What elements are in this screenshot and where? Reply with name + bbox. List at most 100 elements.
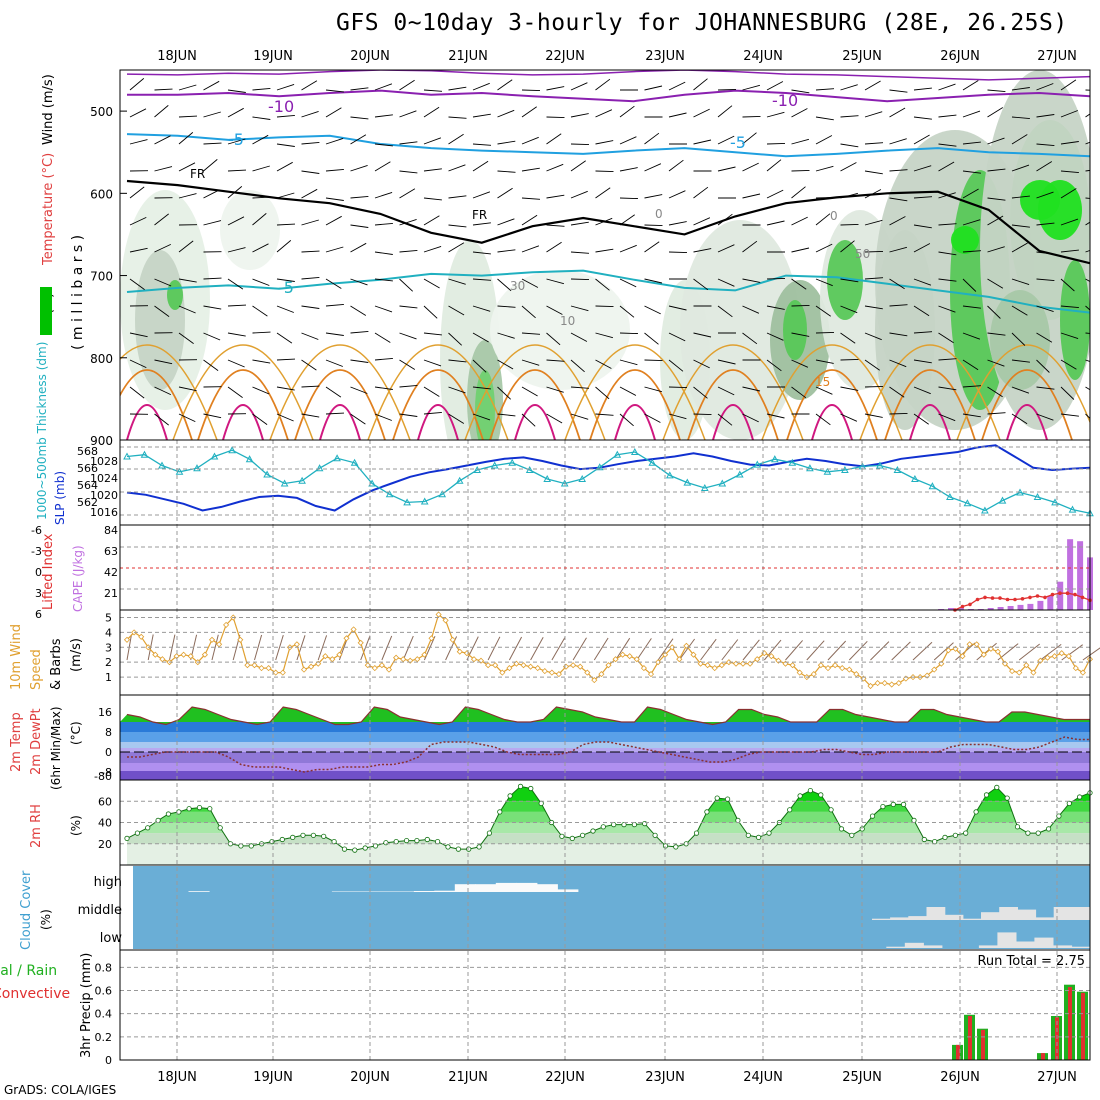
thickness-marker (298, 476, 306, 484)
wind-barb (301, 413, 320, 418)
wind-barb (1011, 413, 1028, 425)
wind-barb (399, 141, 418, 145)
ylabel-wind10: 10m Wind (9, 624, 24, 690)
wind10-marker (1023, 662, 1030, 669)
cloud-high-bar (475, 884, 497, 892)
contour-label: -10 (772, 91, 798, 110)
wind-barb (938, 83, 956, 91)
wind-barb (619, 332, 639, 335)
wind10-barb (933, 642, 954, 661)
contour-label: -10 (268, 97, 294, 116)
wind-barb (815, 359, 834, 364)
wind-barb (595, 248, 614, 253)
cloud-low-bar (886, 946, 906, 948)
wind-barb (252, 116, 271, 120)
wind-barb (178, 84, 197, 91)
cloud-low-bar (1015, 941, 1035, 948)
wind-barb (276, 143, 295, 147)
wind-barb (423, 386, 440, 397)
wind-barb (1036, 114, 1055, 118)
wind10-barb (423, 635, 436, 661)
wind-barb (644, 194, 663, 199)
wind-barb (129, 139, 148, 145)
wind-barb (252, 243, 269, 253)
y-tick-label: 0.6 (95, 985, 113, 998)
wind-barb (399, 110, 417, 118)
precip-conv-bar (968, 1016, 972, 1060)
cape-bar (1007, 606, 1014, 610)
date-label-top: 25JUN (842, 49, 882, 64)
wind-barb (570, 305, 589, 312)
isotherm-warm (564, 344, 706, 440)
wind-barb (619, 244, 637, 253)
wind-barb (325, 412, 345, 415)
wind-barb (129, 247, 148, 253)
wind-barb (766, 220, 785, 226)
rh2m-marker (476, 844, 482, 850)
credit-label: GrADS: COLA/IGES (4, 1083, 117, 1097)
rh2m-marker (217, 825, 223, 831)
wind-barb (619, 197, 639, 200)
wind-barb (815, 88, 835, 91)
wind-barb (668, 221, 687, 226)
wind10-marker (994, 648, 1001, 655)
cloud-middle-bar (1071, 907, 1091, 920)
cape-bar (1067, 539, 1074, 610)
wind-barb (1036, 161, 1053, 172)
wind-barb (203, 413, 222, 419)
wind-barb (668, 190, 686, 199)
y-tick-label: 500 (90, 105, 113, 119)
rh-contour-area (220, 190, 280, 270)
thickness-marker (788, 458, 797, 466)
wind10-barb (912, 641, 933, 661)
wind-barb (227, 278, 244, 290)
wind-barb (717, 359, 736, 365)
ylabel-rh2m: (%) (69, 815, 83, 836)
ylabel-t2m: 2m DewPt (29, 708, 44, 775)
wind-barb (644, 305, 661, 315)
cloud-low-bar (1034, 937, 1054, 948)
contour-label: FR (190, 167, 205, 181)
wind-barb (889, 246, 908, 253)
wind-barbs (129, 78, 1090, 427)
thickness-marker (333, 454, 341, 462)
thickness-marker (911, 474, 919, 482)
rh2m-marker (403, 837, 410, 844)
wind-barb (227, 216, 245, 226)
cloud-low-bar (1053, 945, 1073, 948)
rh2m-marker (932, 838, 938, 845)
isotherm--5b (126, 269, 1090, 314)
rh2m-band (127, 822, 1090, 834)
rh2m-marker (673, 844, 679, 850)
cloud-low-bar (978, 945, 998, 948)
thickness-marker (473, 465, 482, 473)
wind-barb (374, 278, 393, 282)
wind-barb (154, 359, 173, 365)
wind-barb (913, 305, 930, 317)
wind10-barb (572, 637, 587, 661)
rh2m-marker (900, 801, 907, 808)
wind-barb (521, 245, 540, 253)
wind-barb (1085, 249, 1090, 253)
thickness-marker (1068, 505, 1077, 513)
date-label-bottom: 27JUN (1037, 1070, 1077, 1085)
wind-barb (448, 86, 467, 91)
wind-barb (864, 189, 882, 199)
wind-barb (350, 134, 367, 145)
wind-barb (864, 385, 884, 388)
wind-barb (1085, 113, 1090, 118)
wind-barb (203, 359, 219, 371)
wind-barb (546, 332, 561, 346)
thickness-marker (998, 496, 1007, 504)
wind-barb (987, 412, 1006, 415)
wind-barb (742, 132, 757, 145)
wind-barb (570, 413, 589, 420)
wind-barb (154, 386, 171, 396)
wind-barb (619, 278, 637, 288)
wind10-marker (308, 663, 315, 670)
wind-barb (423, 168, 442, 172)
y-tick-label: 0 (105, 746, 112, 759)
wind-barb (325, 359, 343, 367)
precip-conv-bar (956, 1044, 960, 1060)
wind-barb (1011, 164, 1030, 172)
